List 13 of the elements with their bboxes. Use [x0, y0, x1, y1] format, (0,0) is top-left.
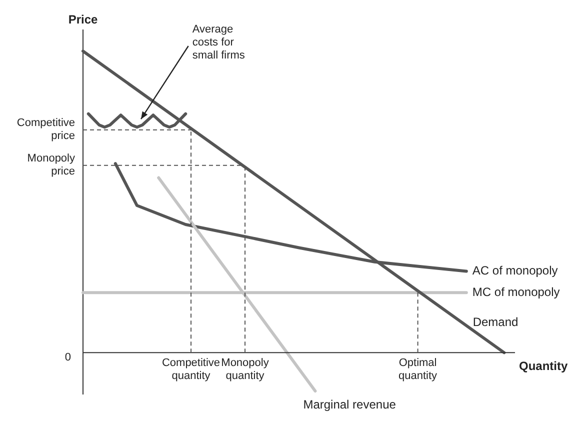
series-label: AC of monopoly: [472, 264, 558, 278]
series-label: MC of monopoly: [472, 284, 560, 299]
annotation: Average costs for small firms: [192, 24, 246, 62]
x-tick-label: Competitive quantity: [162, 357, 220, 382]
y-axis-title: Price: [68, 12, 98, 26]
series-label: Marginal revenue: [303, 397, 396, 412]
x-axis-title: Quantity: [519, 358, 568, 373]
series-label: Demand: [472, 314, 518, 329]
x-tick-label: Optimal quantity: [398, 357, 438, 382]
x-tick-label: Monopoly quantity: [221, 357, 270, 382]
ref-line-label: Monopoly price: [27, 152, 76, 178]
ref-line-label: Competitive price: [16, 116, 75, 142]
text: 0: [64, 352, 71, 364]
